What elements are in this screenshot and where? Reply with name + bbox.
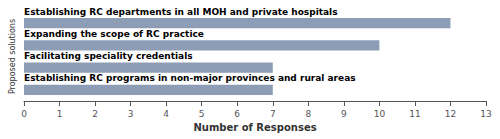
svg-text:12: 12	[445, 109, 456, 119]
svg-text:Establishing RC departments in: Establishing RC departments in all MOH a…	[24, 7, 338, 17]
svg-text:1: 1	[57, 109, 63, 119]
svg-text:6: 6	[234, 109, 240, 119]
svg-text:0: 0	[21, 109, 27, 119]
svg-text:Number of Responses: Number of Responses	[193, 122, 316, 133]
svg-text:2: 2	[92, 109, 98, 119]
svg-text:13: 13	[480, 109, 491, 119]
svg-text:11: 11	[409, 109, 420, 119]
svg-text:Facilitating speciality creden: Facilitating speciality credentials	[24, 51, 193, 61]
svg-text:Expanding the scope of RC prac: Expanding the scope of RC practice	[24, 29, 204, 39]
svg-text:4: 4	[163, 109, 169, 119]
svg-text:Proposed solutions: Proposed solutions	[8, 19, 17, 94]
svg-text:9: 9	[341, 109, 347, 119]
svg-text:10: 10	[374, 109, 386, 119]
svg-text:7: 7	[270, 109, 276, 119]
svg-text:5: 5	[199, 109, 205, 119]
svg-text:8: 8	[305, 109, 311, 119]
svg-text:Establishing RC programs in no: Establishing RC programs in non-major pr…	[24, 73, 356, 83]
svg-text:3: 3	[128, 109, 134, 119]
